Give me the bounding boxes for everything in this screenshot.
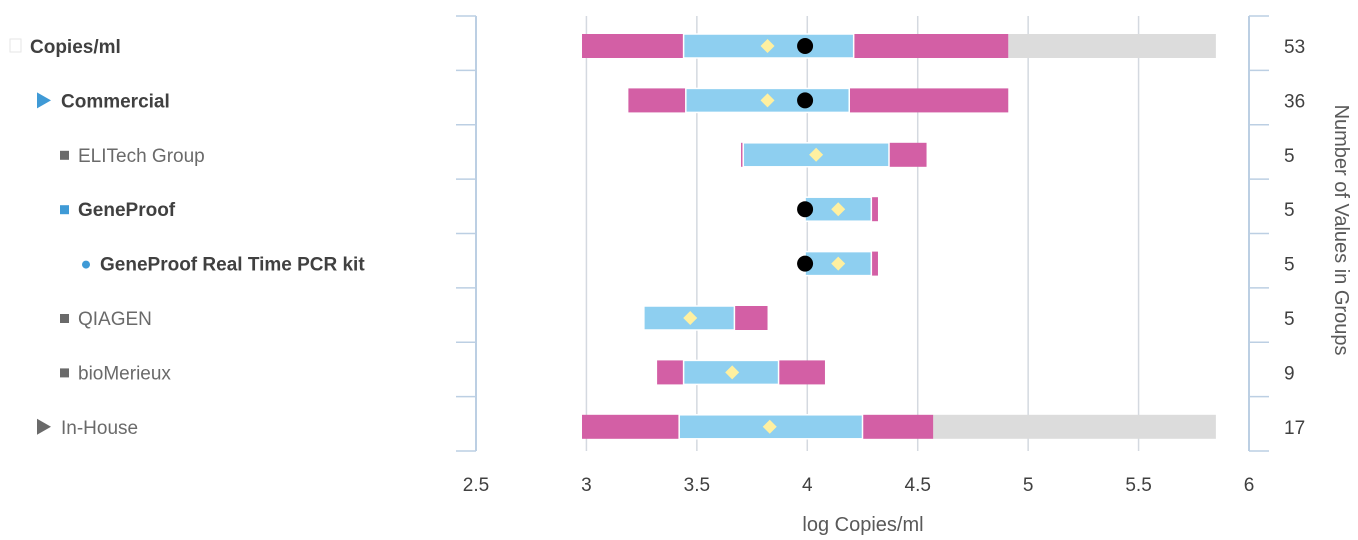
dot-icon (82, 260, 90, 269)
group-count-label: 17 (1284, 418, 1305, 439)
count-labels: 53 36 5 5 5 5 9 17 (1284, 37, 1305, 439)
reference-marker (797, 38, 814, 54)
mean-marker (683, 311, 698, 325)
mean-marker (809, 147, 824, 162)
triangle-right-icon (37, 418, 51, 435)
reference-marker (797, 255, 814, 272)
row-label: In-House (61, 418, 138, 439)
mean-marker (831, 202, 846, 217)
extended-range-bar (933, 414, 1216, 439)
group-count-label: 5 (1284, 146, 1295, 167)
group-count-label: 5 (1284, 200, 1295, 221)
x-tick-label: 3.5 (684, 475, 710, 496)
checkbox-icon (9, 38, 22, 53)
reference-marker (797, 201, 814, 218)
x-tick-label: 5 (1023, 475, 1034, 496)
row-label: Commercial (61, 91, 170, 112)
mean-marker (725, 365, 740, 380)
row-labels: Copies/ml Commercial ELITech Group GeneProo… (9, 37, 365, 439)
square-icon (60, 314, 69, 323)
right-axis-title: Number of Values in Groups (1330, 105, 1352, 356)
square-icon (60, 368, 69, 378)
square-icon (60, 205, 69, 215)
axes (456, 15, 1269, 452)
mean-marker (760, 39, 775, 53)
extended-range-bar (1008, 34, 1216, 58)
x-axis-title: log Copies/ml (802, 514, 923, 536)
x-tick-label: 6 (1244, 475, 1255, 496)
x-tick-label: 2.5 (463, 475, 489, 496)
group-count-label: 5 (1284, 309, 1295, 330)
x-tick-label: 4 (802, 475, 813, 496)
row-label: Copies/ml (30, 37, 121, 58)
row-label: GeneProof Real Time PCR kit (100, 255, 365, 276)
triangle-right-icon (37, 92, 51, 109)
row-label: bioMerieux (78, 363, 171, 384)
row-label: GeneProof (78, 200, 176, 221)
row-label: QIAGEN (78, 309, 152, 330)
reference-marker (797, 92, 814, 109)
row-label: ELITech Group (78, 146, 205, 167)
bars (582, 33, 1216, 440)
group-count-label: 5 (1284, 255, 1295, 276)
x-tick-labels: 2.5 3 3.5 4 4.5 5 5.5 6 (463, 475, 1255, 496)
group-count-label: 53 (1284, 37, 1305, 58)
x-tick-label: 3 (581, 475, 592, 496)
x-tick-label: 5.5 (1125, 475, 1151, 496)
mean-marker (762, 419, 777, 434)
mean-marker (831, 256, 846, 271)
x-tick-label: 4.5 (905, 475, 931, 496)
group-count-label: 36 (1284, 91, 1305, 112)
mean-marker (760, 93, 775, 108)
grid (585, 16, 1140, 451)
square-icon (60, 150, 69, 160)
group-count-label: 9 (1284, 363, 1295, 384)
